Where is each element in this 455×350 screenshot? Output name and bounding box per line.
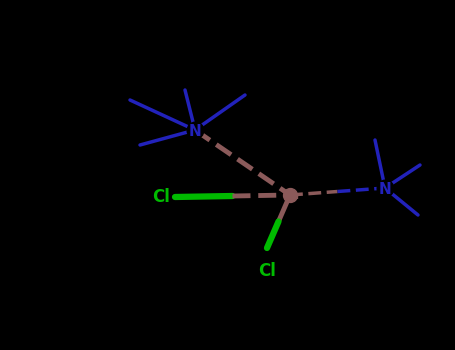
Text: N: N <box>189 124 202 139</box>
Text: N: N <box>379 182 391 196</box>
Text: Cl: Cl <box>152 188 170 206</box>
Text: Cl: Cl <box>258 262 276 280</box>
Text: Zn: Zn <box>284 191 300 201</box>
